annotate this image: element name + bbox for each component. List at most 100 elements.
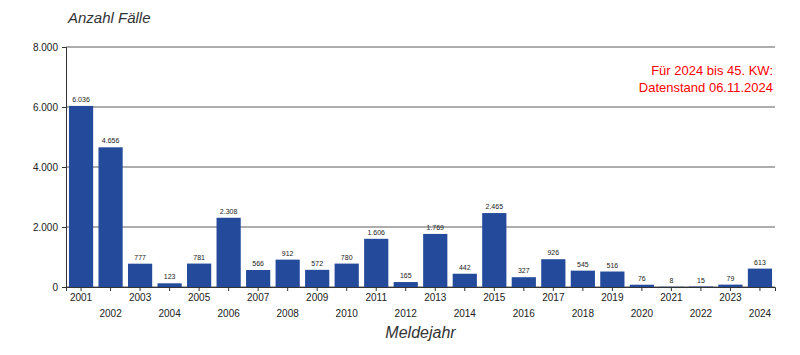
x-tick-mark [700, 287, 701, 291]
x-tick-mark [140, 287, 141, 291]
data-label: 123 [164, 273, 176, 280]
chart: 02.0004.0006.0008.0002001200220032004200… [0, 0, 800, 355]
x-tick-label: 2017 [542, 292, 565, 303]
x-tick: 2021 [660, 287, 683, 303]
y-axis-title: Anzahl Fälle [67, 9, 151, 26]
x-tick-label: 2020 [631, 308, 654, 319]
data-label: 8 [669, 277, 673, 284]
data-label: 516 [607, 262, 619, 269]
bar [364, 239, 388, 287]
x-tick: 2002 [99, 287, 122, 319]
y-tick-mark [62, 227, 66, 228]
y-tick-label: 2.000 [33, 222, 58, 233]
bar [335, 264, 359, 287]
x-tick-label: 2002 [99, 308, 122, 319]
bar [630, 285, 654, 287]
x-tick-label: 2013 [424, 292, 447, 303]
bar [512, 277, 536, 287]
x-tick-label: 2010 [336, 308, 359, 319]
plot: 02.0004.0006.0008.0002001200220032004200… [33, 42, 776, 319]
data-label: 777 [134, 254, 146, 261]
x-tick: 2015 [483, 287, 506, 303]
bar [217, 218, 241, 287]
data-label: 2.465 [486, 203, 504, 210]
x-tick: 2022 [690, 287, 713, 319]
x-tick-mark [317, 287, 318, 291]
data-label: 1.769 [426, 224, 444, 231]
x-tick-label: 2004 [158, 308, 181, 319]
x-tick: 2016 [513, 287, 536, 319]
x-tick: 2017 [542, 287, 565, 303]
x-tick: 2010 [336, 287, 359, 319]
x-tick-mark [199, 287, 200, 291]
x-tick-label: 2023 [719, 292, 742, 303]
grid-line [66, 107, 775, 108]
data-label: 566 [252, 260, 264, 267]
x-tick-label: 2015 [483, 292, 506, 303]
x-tick-mark [405, 287, 406, 291]
x-tick-mark [612, 287, 613, 291]
y-axis-line [62, 48, 67, 288]
x-tick-label: 2005 [188, 292, 211, 303]
y-tick: 0 [52, 282, 66, 293]
grid-line [66, 227, 775, 228]
x-tick-mark [169, 287, 170, 291]
bar [128, 264, 152, 287]
x-tick: 2023 [719, 287, 742, 303]
bar [69, 106, 93, 287]
x-tick-mark [81, 287, 82, 291]
bar [659, 286, 683, 287]
grid-line [66, 167, 775, 168]
x-tick-mark [228, 287, 229, 291]
y-tick-label: 4.000 [33, 162, 58, 173]
data-label: 327 [518, 267, 530, 274]
x-tick-label: 2007 [247, 292, 270, 303]
data-label: 6.036 [72, 96, 90, 103]
bar [571, 271, 595, 287]
bar [246, 270, 270, 287]
annotation-line: Für 2024 bis 45. KW: [651, 63, 773, 78]
data-label: 781 [193, 254, 205, 261]
x-tick-mark [641, 287, 642, 291]
x-tick-label: 2006 [218, 308, 241, 319]
x-tick-label: 2019 [601, 292, 624, 303]
grid [66, 47, 775, 287]
x-tick: 2008 [277, 287, 300, 319]
y-tick-mark [62, 107, 66, 108]
bar [541, 259, 565, 287]
x-axis-line [67, 288, 776, 292]
data-label: 613 [754, 259, 766, 266]
x-tick-label: 2022 [690, 308, 713, 319]
data-label: 926 [547, 249, 559, 256]
y-axis: 02.0004.0006.0008.000 [33, 42, 67, 293]
data-label: 442 [459, 264, 471, 271]
x-tick-label: 2018 [572, 308, 595, 319]
bar [276, 260, 300, 287]
data-label: 4.656 [102, 137, 120, 144]
x-tick-label: 2016 [513, 308, 536, 319]
x-axis: 2001 2002 2003 2004 2005 2006 2007 2008 2009 2010… [67, 287, 776, 319]
data-label: 15 [697, 277, 705, 284]
x-tick: 2018 [572, 287, 595, 319]
x-tick-label: 2003 [129, 292, 152, 303]
x-tick: 2001 [70, 287, 93, 303]
x-tick-label: 2008 [277, 308, 300, 319]
x-tick-mark [464, 287, 465, 291]
x-axis-title: Meldejahr [385, 324, 456, 341]
data-label: 79 [727, 275, 735, 282]
x-tick-mark [376, 287, 377, 291]
x-tick-mark [287, 287, 288, 291]
x-tick: 2020 [631, 287, 654, 319]
data-label: 76 [638, 275, 646, 282]
bar [305, 270, 329, 287]
x-tick: 2004 [158, 287, 181, 319]
x-tick-mark [759, 287, 760, 291]
x-tick-label: 2021 [660, 292, 683, 303]
x-tick-mark [110, 287, 111, 291]
x-tick: 2011 [365, 287, 387, 303]
x-tick-mark [730, 287, 731, 291]
x-tick-label: 2011 [365, 292, 387, 303]
x-tick: 2009 [306, 287, 329, 303]
y-tick-mark [62, 167, 66, 168]
x-tick: 2007 [247, 287, 270, 303]
